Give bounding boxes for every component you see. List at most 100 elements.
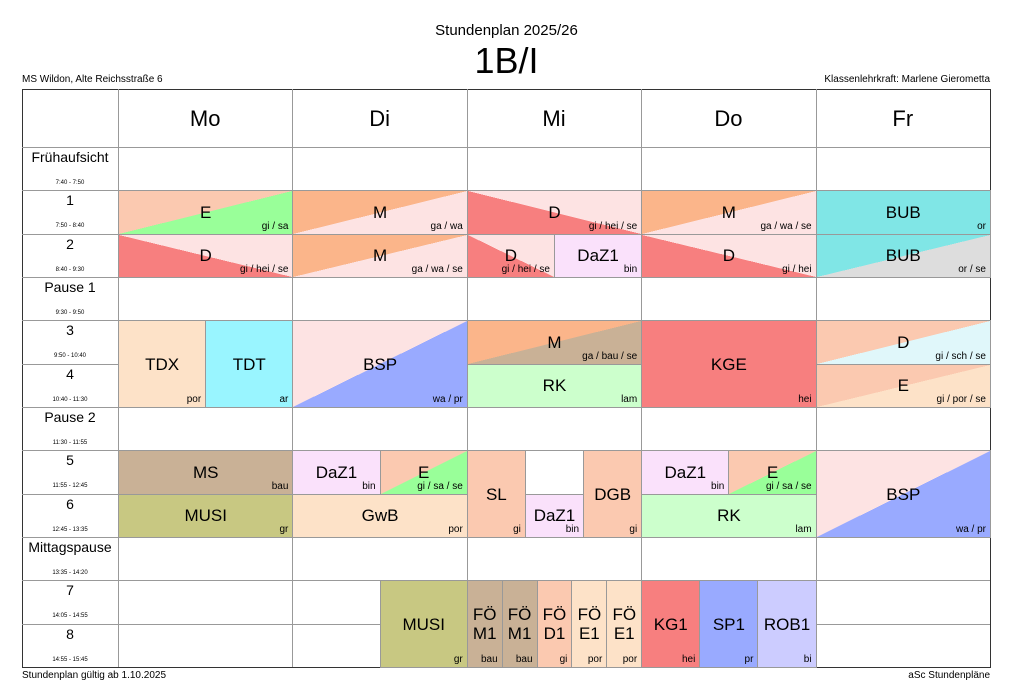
- lesson-cell: DGB gi: [583, 450, 643, 538]
- teacher: wa / pr: [955, 523, 986, 535]
- subject: FÖ E1: [577, 605, 602, 644]
- subject: D: [722, 246, 736, 266]
- subject: E: [200, 202, 212, 222]
- subject: FÖ E1: [612, 605, 637, 644]
- period-time: 7:50 - 8:40: [55, 223, 85, 230]
- subject: E: [766, 462, 779, 482]
- teacher: bin: [711, 480, 725, 492]
- subject: DaZ1: [533, 506, 576, 526]
- teacher: gr: [279, 523, 289, 535]
- lesson-cell: FÖ E1 por: [571, 580, 608, 668]
- lesson-cell: MUSI gr: [118, 493, 294, 538]
- lesson-cell: ROB1 bi: [757, 580, 817, 668]
- lesson-cell: BUB or: [815, 190, 991, 235]
- subject: BUB: [885, 246, 921, 266]
- period-label: 7: [66, 582, 74, 599]
- teacher: por: [448, 523, 463, 535]
- subject: TDT: [232, 354, 266, 374]
- teacher: wa / pr: [432, 393, 463, 405]
- teacher: gi / sa / se: [766, 480, 812, 492]
- subject: GwB: [361, 506, 399, 526]
- teacher: bi: [803, 653, 812, 665]
- subject: D: [548, 202, 561, 222]
- lesson-cell: DaZ1 bin: [554, 233, 643, 278]
- footer-right: aSc Stundenpläne: [908, 670, 990, 681]
- teacher: or: [977, 220, 986, 232]
- lesson-cell: RK lam: [466, 363, 643, 408]
- subject: SL: [485, 484, 507, 504]
- day-header: Mo: [189, 106, 221, 131]
- lesson-cell: KG1 hei: [641, 580, 701, 668]
- period-time: 11:30 - 11:55: [52, 440, 88, 446]
- teacher: ar: [279, 393, 289, 405]
- period-label: 5: [66, 452, 74, 469]
- lesson-cell: BSP wa / pr: [292, 320, 468, 408]
- subject: MUSI: [184, 506, 227, 526]
- day-header: Di: [369, 106, 390, 131]
- lesson-cell: FÖ D1 gi: [536, 580, 573, 668]
- teacher: gi: [559, 653, 568, 665]
- teacher: bin: [362, 480, 376, 492]
- teacher: gi / hei / se: [588, 220, 638, 232]
- subject: DaZ1: [315, 462, 358, 482]
- lesson-cell: BUB or / se: [815, 233, 991, 278]
- teacher: bin: [565, 523, 580, 535]
- subject: BUB: [885, 202, 921, 222]
- teacher: gi / hei / se: [501, 263, 550, 275]
- teacher: por: [186, 393, 202, 405]
- teacher: ga / wa / se: [760, 220, 812, 232]
- subject: FÖ D1: [542, 605, 567, 644]
- lesson-cell: BSP wa / pr: [815, 450, 991, 538]
- subject: BSP: [363, 354, 398, 374]
- subject: BSP: [886, 484, 921, 504]
- class-title: 1B/I: [474, 40, 539, 81]
- period-time: 11:55 - 12:45: [52, 483, 88, 490]
- period-label: 4: [66, 365, 74, 382]
- subject: M: [547, 332, 562, 352]
- period-time: 9:50 - 10:40: [53, 353, 87, 360]
- teacher: ga / bau / se: [582, 350, 638, 362]
- lesson-cell: RK lam: [641, 493, 817, 538]
- subject: TDX: [145, 354, 180, 374]
- period-time: 7:40 - 7:50: [55, 180, 85, 186]
- period-time: 9:30 - 9:50: [55, 310, 85, 316]
- lesson-cell: DaZ1 bin: [641, 450, 730, 495]
- lesson-cell: FÖ M1 bau: [501, 580, 538, 668]
- period-time: 10:40 - 11:30: [52, 396, 88, 403]
- lesson-cell: KGE hei: [641, 320, 817, 408]
- subject: MUSI: [402, 614, 445, 634]
- period-label: 3: [66, 322, 74, 339]
- lesson-cell: MS bau: [118, 450, 294, 495]
- teacher: or / se: [958, 263, 986, 275]
- teacher: bau: [271, 480, 289, 492]
- period-label: 6: [66, 495, 74, 512]
- subject: ROB1: [763, 614, 811, 634]
- lesson-cell: SP1 pr: [699, 580, 759, 668]
- lesson-cell: FÖ M1 bau: [466, 580, 503, 668]
- teacher: gi / hei: [782, 263, 812, 275]
- lesson-cell: SL gi: [466, 450, 526, 538]
- subject: DaZ1: [577, 246, 619, 266]
- subject: DaZ1: [664, 462, 707, 482]
- period-time: 12:45 - 13:35: [52, 526, 88, 533]
- day-header: Do: [714, 106, 743, 131]
- period-time: 13:35 - 14:20: [52, 570, 88, 576]
- teacher: bau: [480, 653, 498, 665]
- subject: D: [504, 246, 518, 266]
- lesson-cell: DaZ1 bin: [524, 493, 585, 538]
- period-label: Frühaufsicht: [31, 149, 109, 165]
- subject: KGE: [710, 354, 747, 374]
- subject: KG1: [653, 614, 688, 634]
- class-teacher: Klassenlehrkraft: Marlene Gierometta: [824, 74, 990, 85]
- subject: E: [897, 376, 909, 396]
- lesson-cell: TDT ar: [205, 320, 294, 408]
- period-label: 8: [66, 625, 74, 642]
- subject: MS: [192, 462, 219, 482]
